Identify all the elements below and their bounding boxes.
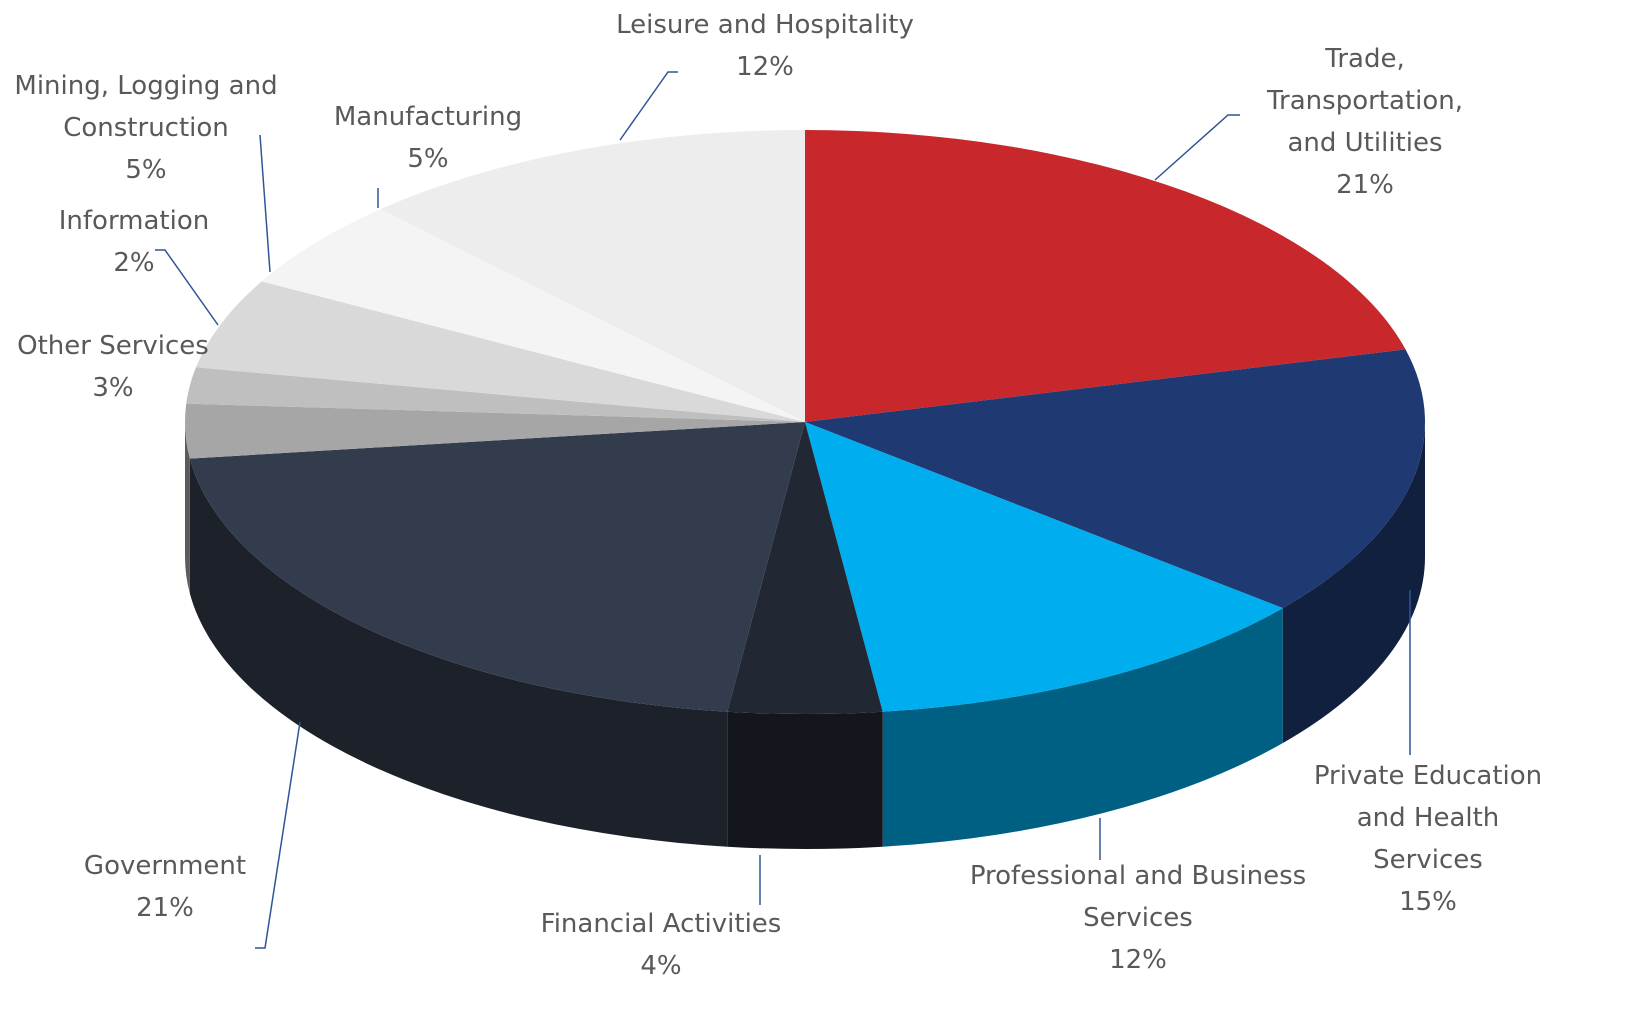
slice	[380, 130, 805, 422]
slice	[195, 281, 805, 422]
value-label: 5%	[125, 155, 167, 185]
slice-side	[727, 711, 883, 850]
value-label: 2%	[113, 248, 155, 278]
category-label: Trade, Transportation, and Utilities	[1266, 44, 1463, 158]
value-label: 21%	[1336, 170, 1394, 200]
category-label: Government	[83, 851, 247, 881]
slice-side	[189, 458, 728, 847]
data-label: Trade, Transportation, and Utilities 21%	[1255, 38, 1475, 206]
category-label: Information	[58, 206, 210, 236]
data-label: Private Education and Health Services 15%	[1298, 755, 1558, 923]
category-label: Manufacturing	[333, 102, 523, 132]
data-label: Information 2%	[14, 200, 254, 284]
leader-line	[255, 721, 301, 949]
value-label: 3%	[92, 373, 134, 403]
data-label: Other Services 3%	[0, 325, 233, 409]
value-label: 12%	[1109, 945, 1167, 975]
data-label: Professional and Business Services 12%	[948, 855, 1328, 981]
value-label: 12%	[736, 52, 794, 82]
data-label: Financial Activities 4%	[511, 903, 811, 987]
data-label: Leisure and Hospitality 12%	[595, 4, 935, 88]
leader-line	[1154, 114, 1240, 181]
slice	[727, 422, 883, 714]
slice	[805, 349, 1426, 609]
slice-side	[882, 608, 1283, 847]
value-label: 21%	[136, 893, 194, 923]
slice-side	[1282, 422, 1425, 744]
data-label: Manufacturing 5%	[298, 96, 558, 180]
category-label: Leisure and Hospitality	[616, 10, 914, 40]
value-label: 5%	[407, 144, 449, 174]
slice	[805, 422, 1283, 712]
category-label: Financial Activities	[540, 909, 782, 939]
slice	[805, 130, 1406, 422]
category-label: Private Education and Health Services	[1313, 761, 1543, 875]
value-label: 15%	[1399, 887, 1457, 917]
data-label: Mining, Logging and Construction 5%	[11, 65, 281, 191]
slice	[185, 403, 805, 459]
leader-line	[619, 71, 678, 141]
value-label: 4%	[640, 951, 682, 981]
leader-line	[155, 249, 219, 326]
data-label: Government 21%	[45, 845, 285, 929]
slice	[189, 422, 805, 712]
slice	[186, 367, 805, 422]
leader-line	[259, 134, 271, 273]
slice-side	[185, 422, 190, 594]
category-label: Professional and Business Services	[969, 861, 1307, 933]
category-label: Mining, Logging and Construction	[14, 71, 278, 143]
category-label: Other Services	[17, 331, 209, 361]
slice	[261, 209, 806, 422]
